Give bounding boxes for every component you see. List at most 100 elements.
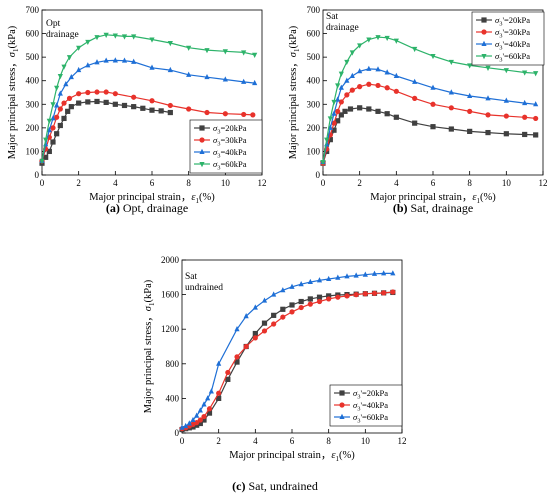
data-point — [197, 417, 203, 423]
data-point — [197, 420, 203, 427]
data-point — [280, 306, 286, 312]
y-tick-label: 100 — [26, 146, 40, 156]
data-point — [307, 296, 313, 302]
legend-label: σ3'=30kPa — [495, 27, 530, 40]
data-point — [533, 71, 539, 77]
series-2 — [179, 270, 396, 430]
legend-marker — [199, 137, 205, 143]
data-point — [76, 100, 82, 106]
data-point — [393, 72, 399, 78]
data-point — [344, 293, 350, 299]
legend-label: σ3'=40kPa — [495, 39, 530, 52]
legend-marker — [199, 125, 205, 131]
series-line — [322, 83, 536, 164]
x-tick-label: 4 — [253, 436, 258, 446]
data-point — [112, 57, 118, 63]
data-point — [289, 302, 295, 308]
data-point — [375, 108, 381, 114]
legend-label: σ3'=40kPa — [353, 400, 388, 413]
legend-marker — [481, 40, 487, 46]
data-point — [43, 154, 49, 160]
data-point — [216, 395, 222, 401]
data-point — [65, 108, 71, 114]
condition-note: Sat — [185, 272, 198, 282]
data-point — [412, 46, 418, 53]
data-point — [222, 76, 228, 82]
chart-panel-2: 0 2 4 6 8 10 12 0 400 800 1200 1600 2000 Major princi… — [143, 255, 407, 493]
data-point — [68, 104, 74, 110]
legend-marker — [481, 17, 487, 23]
data-point — [131, 94, 137, 100]
data-point — [448, 89, 454, 95]
y-tick-label: 600 — [26, 29, 40, 39]
data-point — [63, 81, 69, 87]
x-tick-label: 8 — [467, 178, 472, 188]
data-point — [194, 420, 200, 426]
data-point — [201, 417, 207, 423]
legend-marker — [481, 29, 487, 35]
data-point — [467, 128, 473, 134]
data-point — [216, 360, 222, 366]
data-point — [131, 104, 137, 110]
y-tick-label: 500 — [307, 52, 321, 62]
legend-label: σ3'=60kPa — [495, 51, 530, 64]
data-point — [289, 283, 295, 289]
data-point — [54, 85, 60, 91]
y-tick-label: 100 — [307, 146, 321, 156]
legend-label: σ3'=20kPa — [353, 388, 388, 401]
data-point — [393, 114, 399, 120]
x-tick-label: 2 — [357, 178, 362, 188]
data-point — [50, 125, 56, 131]
data-point — [234, 354, 240, 360]
data-point — [149, 64, 155, 70]
data-point — [338, 84, 344, 90]
data-point — [167, 66, 173, 73]
data-point — [121, 57, 128, 63]
series-1 — [39, 89, 256, 164]
data-point — [393, 88, 399, 94]
legend-label: σ3'=60kPa — [353, 412, 388, 425]
data-point — [85, 99, 91, 105]
data-point — [225, 369, 231, 376]
data-point — [393, 38, 399, 44]
x-axis-label: Major principal strain，ε1(%) — [229, 450, 355, 463]
data-point — [250, 112, 256, 118]
data-point — [371, 270, 378, 276]
data-point — [149, 98, 155, 104]
legend-marker — [339, 390, 345, 396]
condition-note: Sat — [326, 12, 339, 22]
data-point — [94, 89, 100, 95]
y-tick-label: 200 — [307, 123, 321, 133]
data-point — [158, 108, 164, 114]
data-point — [344, 77, 350, 83]
data-point — [194, 412, 200, 418]
data-point — [390, 289, 396, 295]
figure-caption: (a) Opt, drainage — [106, 201, 188, 215]
y-tick-label: 400 — [26, 76, 40, 86]
y-tick-label: 400 — [307, 76, 321, 86]
data-point — [357, 68, 363, 74]
y-tick-label: 0 — [175, 428, 180, 438]
data-point — [241, 78, 247, 84]
data-point — [335, 83, 341, 89]
data-point — [252, 304, 258, 310]
data-point — [326, 275, 332, 282]
data-point — [61, 115, 67, 122]
data-point — [85, 89, 91, 96]
chart-panel-0: 0 2 4 6 8 10 12 0 100 200 300 400 500 600 700 Major pri… — [7, 5, 267, 215]
data-point — [167, 41, 173, 47]
data-point — [324, 137, 330, 143]
data-point — [331, 120, 337, 126]
data-point — [467, 92, 473, 99]
data-point — [357, 43, 363, 49]
data-point — [331, 99, 337, 106]
data-point — [54, 102, 60, 108]
data-point — [344, 59, 350, 66]
data-point — [183, 422, 189, 429]
data-point — [140, 105, 146, 111]
x-tick-label: 10 — [221, 178, 231, 188]
data-point — [39, 158, 45, 165]
data-point — [234, 326, 240, 332]
data-point — [179, 424, 185, 430]
